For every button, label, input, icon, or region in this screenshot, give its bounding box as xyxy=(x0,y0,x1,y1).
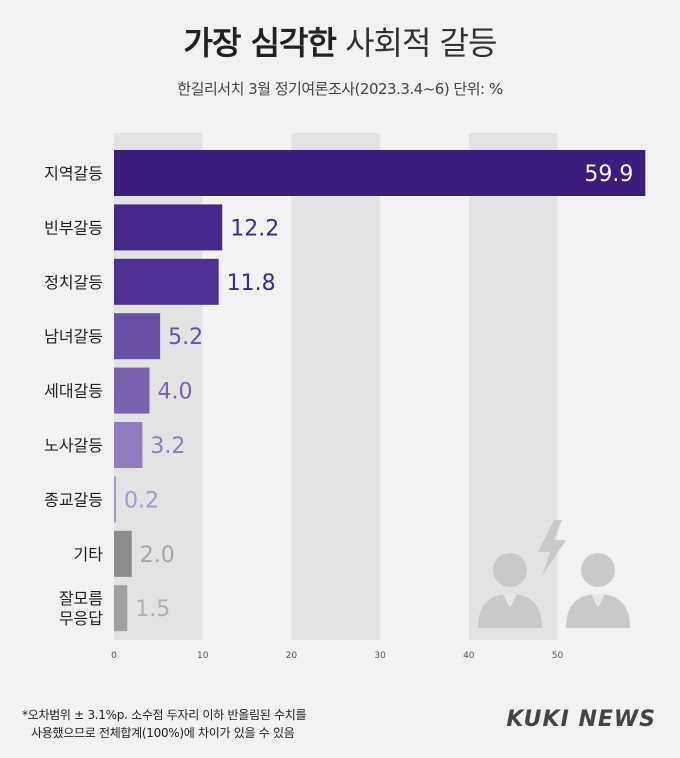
category-label: 정치갈등 xyxy=(44,273,103,292)
data-label: 59.9 xyxy=(584,162,633,187)
brand-logo: KUKI NEWS xyxy=(506,707,656,732)
footnote: *오차범위 ± 3.1%p. 소수점 두자리 이하 반올림된 수치를 사용했으므… xyxy=(22,706,307,742)
category-label: 지역갈등 xyxy=(44,164,103,183)
category-label-line: 잘모름 xyxy=(59,589,103,608)
title-bold: 가장 심각한 xyxy=(183,24,337,62)
bar xyxy=(114,150,646,196)
bar xyxy=(114,258,219,305)
x-tick-label: 0 xyxy=(111,651,117,661)
data-label: 4.0 xyxy=(157,380,192,405)
x-tick-label: 50 xyxy=(552,651,564,661)
bar xyxy=(114,585,128,632)
chart-title: 가장 심각한 사회적 갈등 xyxy=(0,18,680,64)
category-label: 잘모름 무응답 xyxy=(59,589,103,628)
data-label: 12.2 xyxy=(230,216,279,241)
bar xyxy=(114,422,143,468)
category-label: 기타 xyxy=(74,545,104,564)
data-label: 5.2 xyxy=(168,325,203,350)
bar xyxy=(114,204,223,251)
bar xyxy=(114,313,161,360)
bar xyxy=(114,530,132,577)
category-label: 노사갈등 xyxy=(44,436,103,455)
grid-band xyxy=(291,133,381,640)
people-conflict-icon xyxy=(478,520,630,628)
chart-subtitle: 한길리서치 3월 정기여론조사(2023.3.4~6) 단위: % xyxy=(177,80,503,98)
x-tick-label: 10 xyxy=(197,651,209,661)
category-label-line: 무응답 xyxy=(59,609,103,628)
data-label: 2.0 xyxy=(140,543,175,568)
category-label: 종교갈등 xyxy=(44,490,103,509)
bar-chart: 0 10 20 30 40 50 지역갈등빈부갈등정치갈등남녀갈등세대갈등노사갈등종교갈등… xyxy=(44,133,646,661)
x-tick-label: 40 xyxy=(463,651,475,661)
category-label: 세대갈등 xyxy=(44,382,103,401)
footnote-line-1: *오차범위 ± 3.1%p. 소수점 두자리 이하 반올림된 수치를 xyxy=(22,708,307,722)
x-tick-label: 30 xyxy=(374,651,386,661)
footnote-line-2: 사용했으므로 전체합계(100%)에 차이가 있을 수 있음 xyxy=(31,726,295,740)
title-light: 사회적 갈등 xyxy=(345,24,497,62)
bar xyxy=(114,367,150,414)
category-label: 남녀갈등 xyxy=(44,327,103,346)
category-label: 빈부갈등 xyxy=(44,218,103,237)
data-label: 0.2 xyxy=(124,488,159,513)
data-label: 11.8 xyxy=(227,271,276,296)
bar xyxy=(114,476,116,523)
data-label: 3.2 xyxy=(150,434,185,459)
x-tick-label: 20 xyxy=(286,651,298,661)
data-label: 1.5 xyxy=(135,597,170,622)
